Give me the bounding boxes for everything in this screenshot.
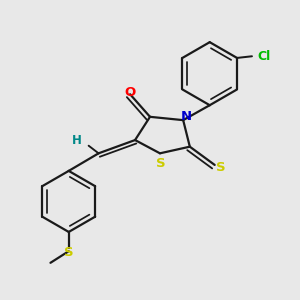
Text: O: O [124, 86, 136, 99]
Text: H: H [72, 134, 82, 146]
Text: S: S [64, 246, 74, 260]
Text: S: S [216, 161, 226, 174]
Text: Cl: Cl [258, 50, 271, 63]
Text: S: S [156, 157, 165, 170]
Text: N: N [180, 110, 191, 123]
